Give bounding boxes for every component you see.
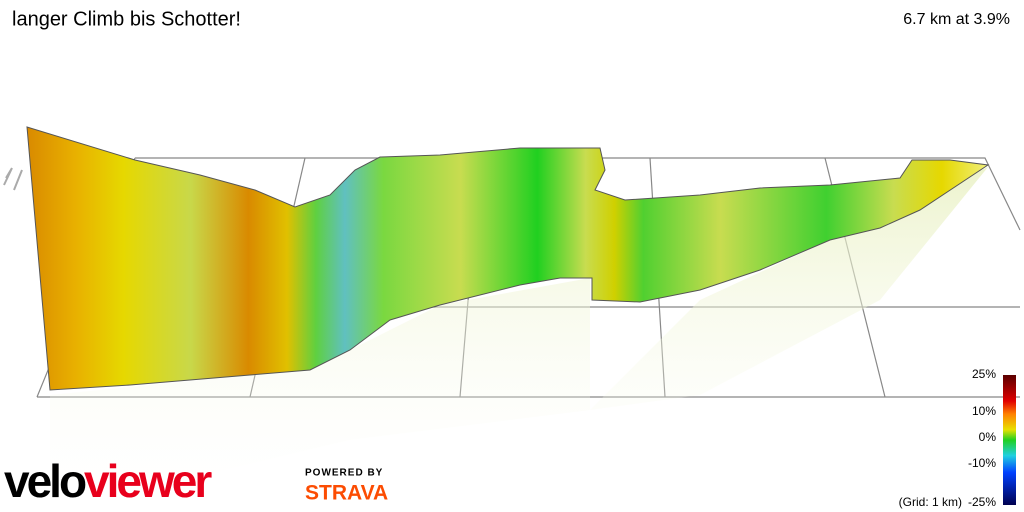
title: langer Climb bis Schotter! <box>12 8 241 30</box>
scale-label: -25% <box>968 495 996 509</box>
stats: 6.7 km at 3.9% <box>903 11 1010 28</box>
logo-end: viewer <box>84 455 212 507</box>
gradient-scale <box>1003 375 1016 505</box>
logo: veloviewer <box>4 455 212 507</box>
elevation-profile <box>26 126 990 391</box>
strava: STRAVA <box>305 482 388 505</box>
scale-label: -10% <box>968 456 996 470</box>
grid-note: (Grid: 1 km) <box>899 495 962 509</box>
scale-label: 25% <box>972 367 996 381</box>
scale-label: 10% <box>972 404 996 418</box>
scale-label: 0% <box>979 430 997 444</box>
reflection <box>50 167 988 512</box>
direction-arrow <box>3 167 23 191</box>
powered-by: POWERED BY <box>305 468 383 479</box>
logo-start: velo <box>4 455 86 507</box>
